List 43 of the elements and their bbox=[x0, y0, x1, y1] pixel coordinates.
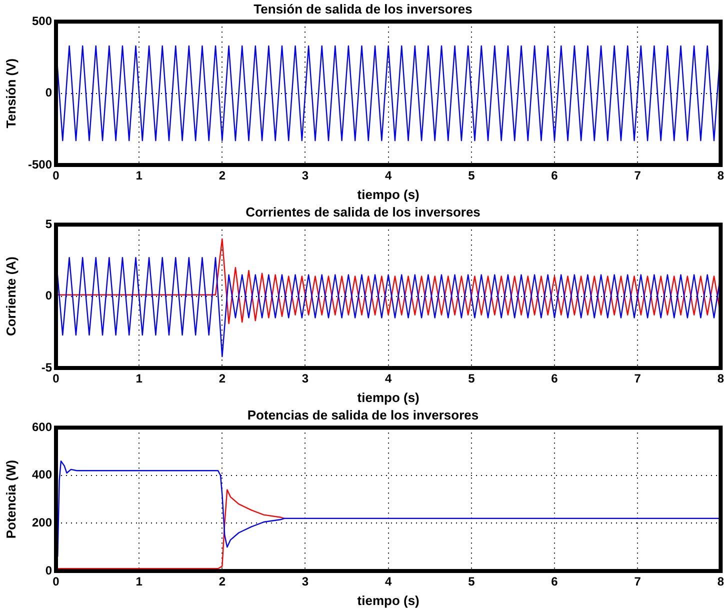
chart-title: Tensión de salida de los inversores bbox=[254, 1, 472, 16]
y-tick-label: 5 bbox=[45, 216, 52, 231]
y-tick-label: 0 bbox=[45, 563, 52, 578]
x-tick-label: 5 bbox=[468, 168, 476, 183]
y-axis-title: Tensión (V) bbox=[3, 58, 18, 128]
x-tick-label: 3 bbox=[302, 168, 309, 183]
y-tick-label: 600 bbox=[32, 420, 52, 434]
x-tick-label: 7 bbox=[634, 574, 642, 589]
x-axis-title: tiempo (s) bbox=[357, 390, 420, 405]
y-tick-label: 0 bbox=[45, 288, 52, 303]
x-tick-label: 4 bbox=[384, 168, 392, 183]
x-axis-title: tiempo (s) bbox=[357, 186, 420, 202]
y-tick-label: 200 bbox=[32, 516, 52, 530]
x-tick-label: 8 bbox=[717, 168, 724, 183]
y-tick-label: 400 bbox=[32, 468, 52, 482]
x-tick-label: 5 bbox=[468, 574, 476, 589]
x-tick-label: 4 bbox=[384, 574, 392, 589]
x-tick-label: 7 bbox=[634, 372, 642, 386]
x-tick-label: 2 bbox=[218, 574, 226, 589]
y-axis-title: Corriente (A) bbox=[3, 256, 18, 336]
y-tick-label: -5 bbox=[41, 360, 52, 374]
x-tick-label: 8 bbox=[717, 372, 724, 386]
x-tick-label: 5 bbox=[468, 372, 476, 386]
x-tick-label: 3 bbox=[302, 574, 309, 589]
x-tick-label: 1 bbox=[136, 372, 143, 386]
chart-title: Potencias de salida de los inversores bbox=[247, 407, 479, 422]
y-tick-label: 500 bbox=[32, 14, 52, 28]
x-tick-label: 6 bbox=[551, 168, 558, 183]
x-axis-title: tiempo (s) bbox=[357, 592, 420, 608]
x-tick-label: 2 bbox=[218, 372, 226, 386]
x-tick-label: 1 bbox=[136, 168, 143, 183]
x-tick-label: 4 bbox=[384, 372, 392, 386]
chart-title: Corrientes de salida de los inversores bbox=[246, 204, 480, 220]
y-tick-label: -500 bbox=[28, 157, 52, 172]
x-tick-label: 3 bbox=[302, 372, 309, 386]
y-axis-title: Potencia (W) bbox=[3, 460, 18, 539]
x-tick-label: 8 bbox=[717, 574, 724, 589]
y-tick-label: 0 bbox=[45, 86, 52, 100]
x-tick-label: 6 bbox=[551, 574, 558, 589]
x-tick-label: 2 bbox=[218, 168, 226, 183]
x-tick-label: 7 bbox=[634, 168, 642, 183]
x-tick-label: 1 bbox=[136, 574, 143, 589]
x-tick-label: 6 bbox=[551, 372, 558, 386]
